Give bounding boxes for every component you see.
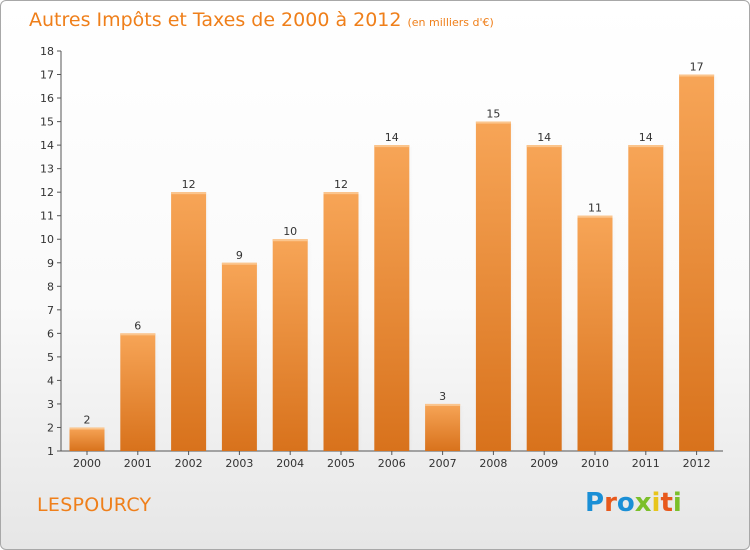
logo-letter: i: [651, 488, 661, 518]
x-tick-label: 2012: [683, 457, 711, 470]
bar-value-label: 2: [84, 413, 91, 426]
x-tick-label: 2009: [530, 457, 558, 470]
bar-highlight: [323, 192, 359, 195]
chart-subtitle: (en milliers d'€): [407, 16, 494, 29]
bar-value-label: 14: [639, 131, 653, 144]
logo-letter: P: [585, 488, 605, 518]
x-tick-label: 2010: [581, 457, 609, 470]
y-tick-label: 17: [40, 69, 54, 82]
x-tick-label: 2006: [378, 457, 406, 470]
logo-letter: t: [660, 488, 673, 518]
y-tick-label: 7: [47, 304, 54, 317]
logo-letter: o: [616, 488, 635, 518]
y-tick-label: 9: [47, 257, 54, 270]
y-tick-label: 2: [47, 421, 54, 434]
bar-highlight: [221, 262, 257, 265]
x-tick-label: 2011: [632, 457, 660, 470]
chart-title-text: Autres Impôts et Taxes de 2000 à 2012: [29, 9, 402, 31]
x-tick-label: 2003: [225, 457, 253, 470]
bar: [425, 403, 461, 451]
x-tick-label: 2005: [327, 457, 355, 470]
bar-highlight: [272, 239, 308, 242]
y-tick-label: 8: [47, 280, 54, 293]
bar-highlight: [374, 145, 410, 148]
bar: [120, 333, 156, 451]
y-tick-label: 18: [40, 45, 54, 58]
bar-value-label: 11: [588, 202, 602, 215]
y-tick-label: 13: [40, 163, 54, 176]
bar-highlight: [526, 145, 562, 148]
bar: [272, 239, 308, 451]
bar: [374, 145, 410, 451]
bar-value-label: 9: [236, 249, 243, 262]
bar-highlight: [69, 427, 105, 430]
bar: [526, 145, 562, 451]
bar-value-label: 12: [182, 178, 196, 191]
bar-value-label: 10: [283, 225, 297, 238]
x-tick-label: 2008: [479, 457, 507, 470]
y-tick-label: 5: [47, 351, 54, 364]
logo-letter: r: [604, 488, 617, 518]
bar-value-label: 12: [334, 178, 348, 191]
bar-highlight: [577, 215, 613, 218]
bar-value-label: 15: [486, 108, 500, 121]
bar: [679, 74, 715, 451]
bar: [323, 192, 359, 452]
y-tick-label: 6: [47, 327, 54, 340]
x-tick-label: 2000: [73, 457, 101, 470]
y-tick-label: 3: [47, 398, 54, 411]
x-tick-label: 2002: [175, 457, 203, 470]
bar: [171, 192, 207, 452]
bar: [628, 145, 664, 451]
x-tick-label: 2007: [429, 457, 457, 470]
bar-highlight: [120, 333, 156, 336]
bar: [475, 121, 511, 452]
y-tick-label: 12: [40, 186, 54, 199]
bar-value-label: 6: [134, 319, 141, 332]
bar-highlight: [171, 192, 207, 195]
commune-name: LESPOURCY: [37, 494, 152, 516]
y-tick-label: 10: [40, 233, 54, 246]
bar-highlight: [679, 74, 715, 77]
logo-letter: i: [672, 488, 682, 518]
y-tick-label: 14: [40, 139, 54, 152]
x-tick-label: 2004: [276, 457, 304, 470]
bar-value-label: 14: [537, 131, 551, 144]
bar-highlight: [475, 121, 511, 124]
bar: [577, 215, 613, 451]
logo-letter: x: [634, 488, 652, 518]
bar: [221, 262, 257, 451]
y-tick-label: 4: [47, 374, 54, 387]
bar-highlight: [628, 145, 664, 148]
chart-title: Autres Impôts et Taxes de 2000 à 2012 (en…: [29, 9, 494, 31]
bar-value-label: 14: [385, 131, 399, 144]
x-tick-label: 2001: [124, 457, 152, 470]
bar-value-label: 3: [439, 390, 446, 403]
bar: [69, 427, 105, 451]
y-tick-label: 15: [40, 116, 54, 129]
y-tick-label: 1: [47, 445, 54, 458]
proxiti-logo: Proxiti: [585, 488, 682, 518]
y-tick-label: 16: [40, 92, 54, 105]
bar-value-label: 17: [690, 61, 704, 74]
y-tick-label: 11: [40, 210, 54, 223]
bar-highlight: [425, 403, 461, 406]
